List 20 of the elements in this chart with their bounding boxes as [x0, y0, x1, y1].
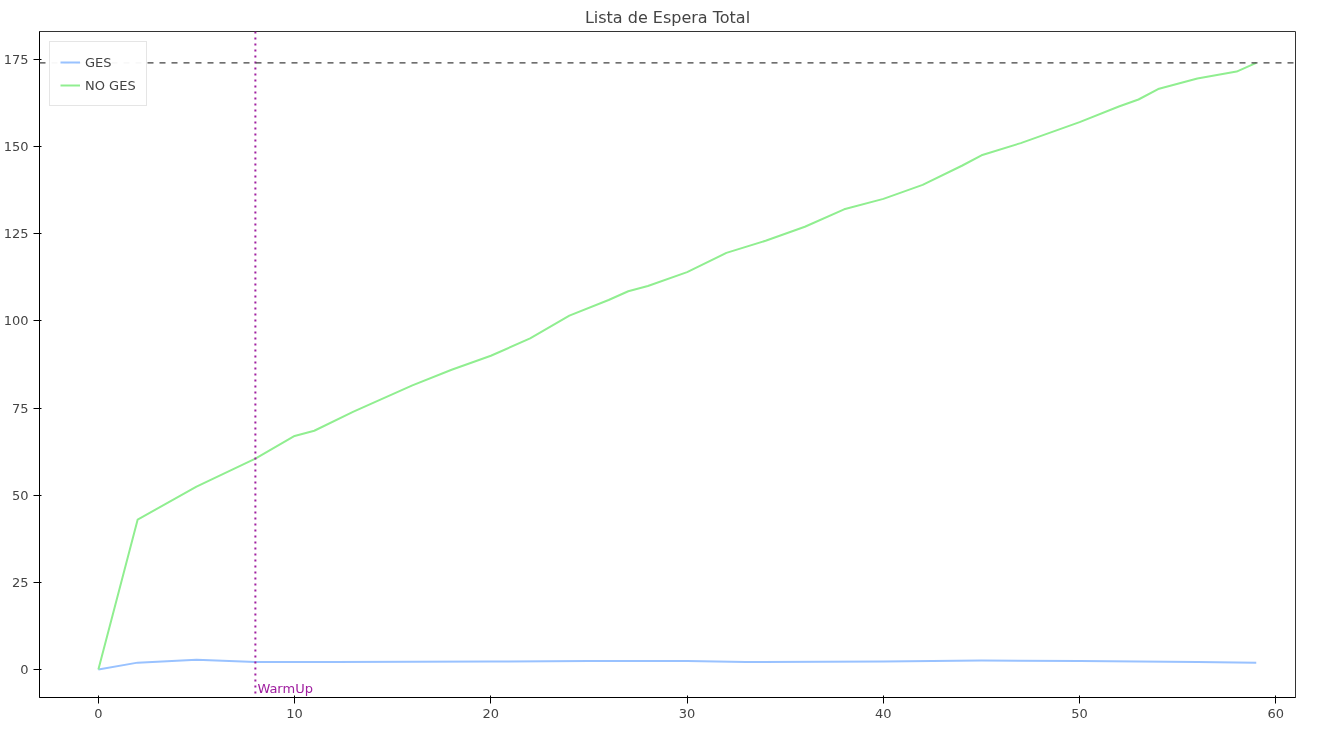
x-tick-label: 30: [678, 705, 696, 721]
y-tick-label: 100: [3, 313, 29, 329]
x-tick-label: 50: [1071, 705, 1088, 721]
y-tick-label: 0: [20, 662, 29, 678]
y-tick-label: 50: [11, 487, 29, 503]
x-tick-label: 60: [1267, 705, 1285, 721]
x-tick-label: 40: [875, 705, 892, 721]
y-tick-label: 25: [11, 574, 29, 590]
x-tick-label: 20: [482, 705, 500, 721]
y-tick-label: 125: [3, 226, 29, 242]
legend-label: GES: [85, 54, 112, 70]
y-tick-label: 150: [3, 139, 29, 155]
x-tick-label: 10: [286, 705, 303, 721]
x-tick-label: 0: [94, 705, 103, 721]
legend-label: NO GES: [85, 77, 136, 93]
line-series: [97, 658, 1258, 671]
ref-line-label: WarmUp: [257, 680, 313, 696]
y-tick-label: 175: [3, 51, 29, 67]
y-tick-label: 75: [11, 400, 29, 416]
chart-title: Lista de Espera Total: [584, 7, 751, 27]
